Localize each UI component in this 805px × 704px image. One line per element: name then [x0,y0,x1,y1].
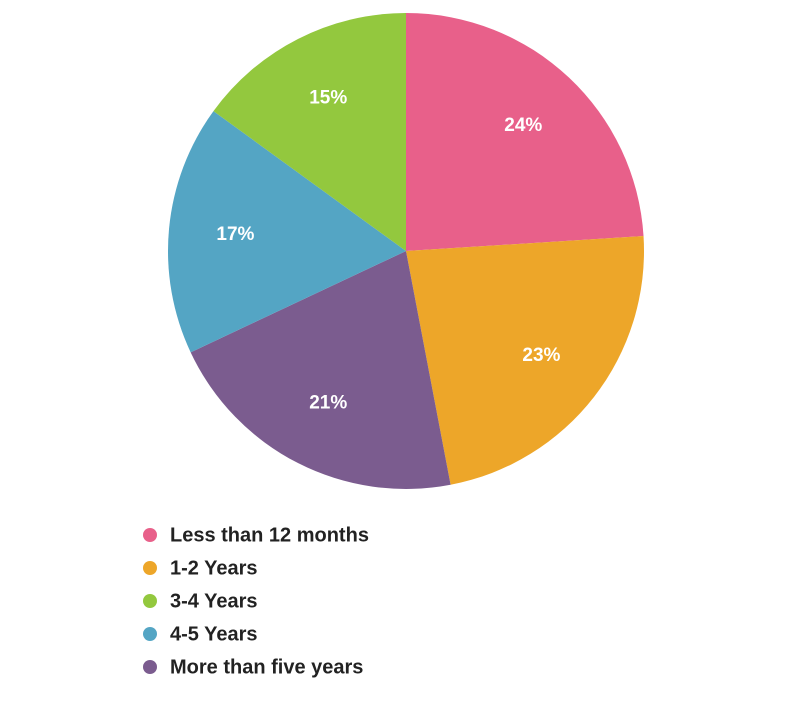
slice-label: 15% [309,87,347,108]
slice-label: 23% [522,345,560,366]
pie-slice [406,236,644,485]
pie-slice [168,111,406,353]
slice-label: 24% [504,115,542,136]
legend-label: Less than 12 months [170,524,369,546]
legend-swatch [143,594,157,608]
legend-swatch [143,561,157,575]
legend-label: More than five years [170,656,363,678]
pie-slice [190,251,451,489]
slice-label: 17% [216,224,254,245]
pie-slice [406,13,644,251]
legend-swatch [143,660,157,674]
pie-slice [213,13,406,251]
slice-label: 21% [309,393,347,414]
legend-label: 3-4 Years [170,590,258,612]
legend-label: 4-5 Years [170,623,258,645]
legend-swatch [143,528,157,542]
legend-swatch [143,627,157,641]
legend-label: 1-2 Years [170,557,258,579]
